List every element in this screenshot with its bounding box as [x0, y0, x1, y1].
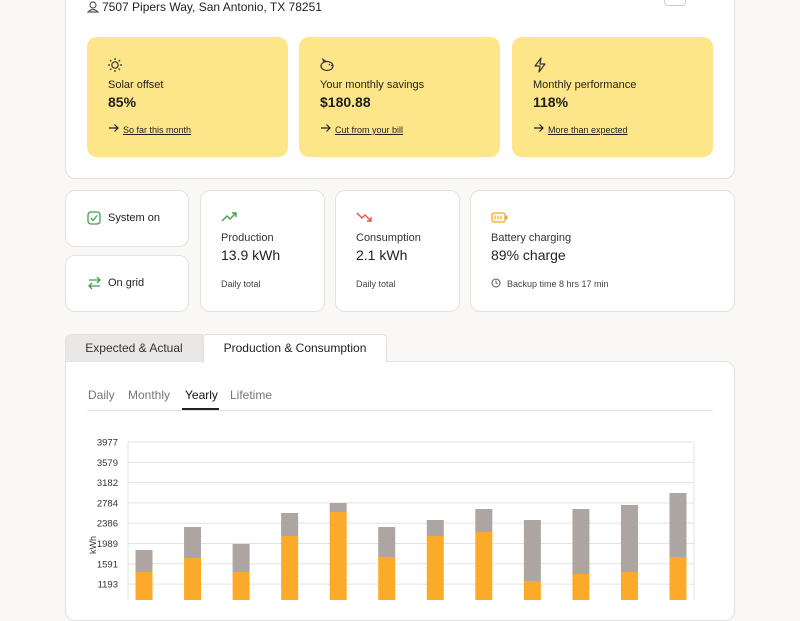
- period-tab[interactable]: Daily: [88, 388, 115, 402]
- highlight-card: Monthly performance 118% More than expecte…: [512, 37, 713, 157]
- highlight-label: Solar offset: [108, 79, 164, 91]
- metric-label: Battery charging: [491, 232, 572, 244]
- y-tick-label: 1193: [98, 580, 118, 591]
- period-divider: [87, 410, 713, 411]
- highlight-card: Solar offset 85% So far this month: [87, 37, 288, 157]
- check-icon: [87, 211, 101, 225]
- up-icon: [221, 212, 237, 222]
- y-tick-label: 1989: [97, 539, 118, 550]
- bar-segment: [329, 502, 347, 513]
- y-tick-label: 3579: [97, 458, 118, 469]
- metric-value: 89% charge: [491, 247, 566, 263]
- grid-icon: [88, 276, 101, 290]
- highlight-icon: [534, 57, 546, 73]
- status-label: System on: [108, 212, 160, 224]
- chart: 1193 1591 1989 2386 2784 3182 3579 3977 kWh: [88, 438, 695, 600]
- highlight-label: Your monthly savings: [320, 79, 425, 91]
- clock-icon: [491, 278, 501, 288]
- highlight-value: 118%: [533, 94, 569, 110]
- bar-segment: [523, 519, 541, 581]
- highlight-label: Monthly performance: [533, 79, 637, 91]
- bar-segment: [523, 580, 541, 600]
- y-tick-label: 3182: [97, 478, 118, 489]
- pin-icon: [87, 1, 99, 13]
- tab[interactable]: Expected & Actual: [65, 334, 203, 362]
- highlight-value: 85%: [108, 94, 137, 110]
- arrow-icon: [534, 124, 544, 132]
- bar-segment: [232, 543, 250, 573]
- highlight-icon: [320, 57, 334, 72]
- highlight-link[interactable]: More than expected: [548, 125, 628, 135]
- arrow-icon: [321, 124, 331, 132]
- bar-segment: [620, 504, 638, 573]
- page: 7507 Pipers Way, San Antonio, TX 78251 S…: [65, 0, 735, 621]
- bar-segment: [281, 513, 299, 537]
- bar-segment: [329, 512, 347, 600]
- highlight-value: $180.88: [320, 94, 371, 110]
- bar-segment: [135, 550, 153, 573]
- battery-icon: [491, 212, 508, 223]
- metric-value: 13.9 kWh: [221, 247, 281, 263]
- bar-segment: [475, 531, 493, 600]
- bar-segment: [426, 536, 444, 600]
- bar-segment: [184, 526, 202, 559]
- tab[interactable]: Production & Consumption: [203, 334, 387, 363]
- highlight-link[interactable]: Cut from your bill: [335, 125, 404, 135]
- bar-segment: [572, 509, 590, 574]
- period-tab[interactable]: Monthly: [128, 388, 171, 402]
- y-tick-label: 3977: [97, 438, 118, 449]
- status-card: On grid: [65, 255, 189, 312]
- metric-note: Backup time 8 hrs 17 min: [507, 279, 609, 289]
- bar-segment: [669, 492, 687, 558]
- bar-segment: [378, 557, 396, 600]
- bar-segment: [572, 573, 590, 600]
- metric-note: Daily total: [356, 279, 396, 289]
- metric-label: Production: [221, 232, 274, 244]
- metric-note: Daily total: [221, 279, 261, 289]
- address: 7507 Pipers Way, San Antonio, TX 78251: [102, 0, 322, 14]
- metric-label: Consumption: [356, 232, 421, 244]
- bar-segment: [475, 509, 493, 532]
- metric-card: Consumption 2.1 kWh Daily total: [335, 190, 460, 312]
- toggle[interactable]: [664, 0, 686, 6]
- bar-segment: [378, 526, 396, 558]
- y-tick-label: 1591: [97, 559, 118, 570]
- status-label: On grid: [108, 277, 145, 289]
- period-tab[interactable]: Lifetime: [230, 388, 273, 402]
- arrow-icon: [109, 124, 119, 132]
- metric-value: 2.1 kWh: [356, 247, 408, 263]
- y-axis-label: kWh: [88, 536, 98, 554]
- highlight-icon: [108, 58, 122, 72]
- metric-card: Production 13.9 kWh Daily total: [200, 190, 325, 312]
- highlight-link[interactable]: So far this month: [123, 125, 192, 135]
- down-icon: [356, 212, 372, 222]
- status-card: System on: [65, 190, 189, 247]
- bar-segment: [184, 558, 202, 600]
- period-tab[interactable]: Yearly: [185, 388, 218, 402]
- period-underline: [182, 408, 219, 410]
- bar-segment: [232, 572, 250, 600]
- bar-segment: [135, 572, 153, 600]
- y-tick-label: 2386: [97, 519, 118, 530]
- bar-segment: [281, 536, 299, 600]
- highlight-card: Your monthly savings $180.88 Cut from your…: [299, 37, 500, 157]
- bar-segment: [426, 519, 444, 537]
- y-tick-label: 2784: [97, 498, 118, 509]
- bar-segment: [669, 557, 687, 600]
- bar-segment: [620, 572, 638, 600]
- metric-card: Battery charging 89% charge Backup time …: [470, 190, 735, 312]
